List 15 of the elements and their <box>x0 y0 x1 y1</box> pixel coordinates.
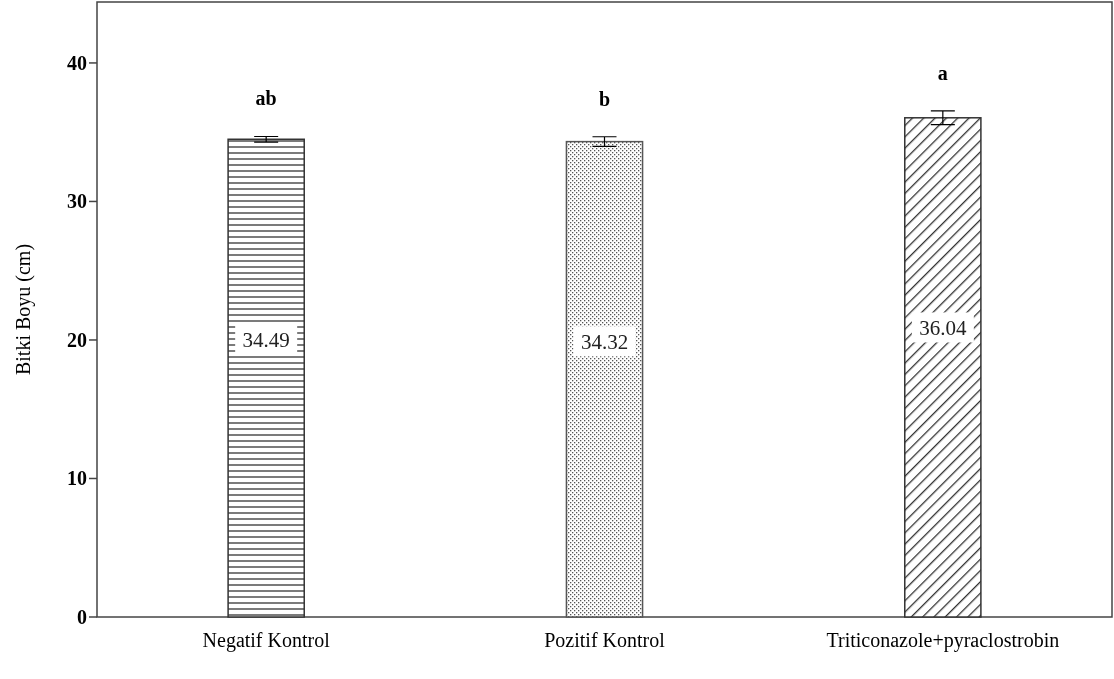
data-label: 36.04 <box>919 315 967 340</box>
data-label: 34.49 <box>242 328 290 353</box>
y-tick-label: 20 <box>67 328 87 351</box>
annotation: ab <box>255 87 277 110</box>
x-tick-label: Pozitif Kontrol <box>544 629 666 651</box>
annotation: a <box>937 61 948 84</box>
data-label: 34.32 <box>580 329 629 354</box>
x-tick-label: Triticonazole+pyraclostrobin <box>826 629 1060 652</box>
y-tick-label: 30 <box>67 190 87 213</box>
y-tick-label: 0 <box>77 606 87 628</box>
x-tick-label: Negatif Kontrol <box>202 629 331 652</box>
y-tick-label: 40 <box>67 51 87 74</box>
annotation: b <box>598 87 611 110</box>
y-tick-label: 10 <box>67 467 87 490</box>
y-axis-title: Bitki Boyu (cm) <box>12 243 35 376</box>
